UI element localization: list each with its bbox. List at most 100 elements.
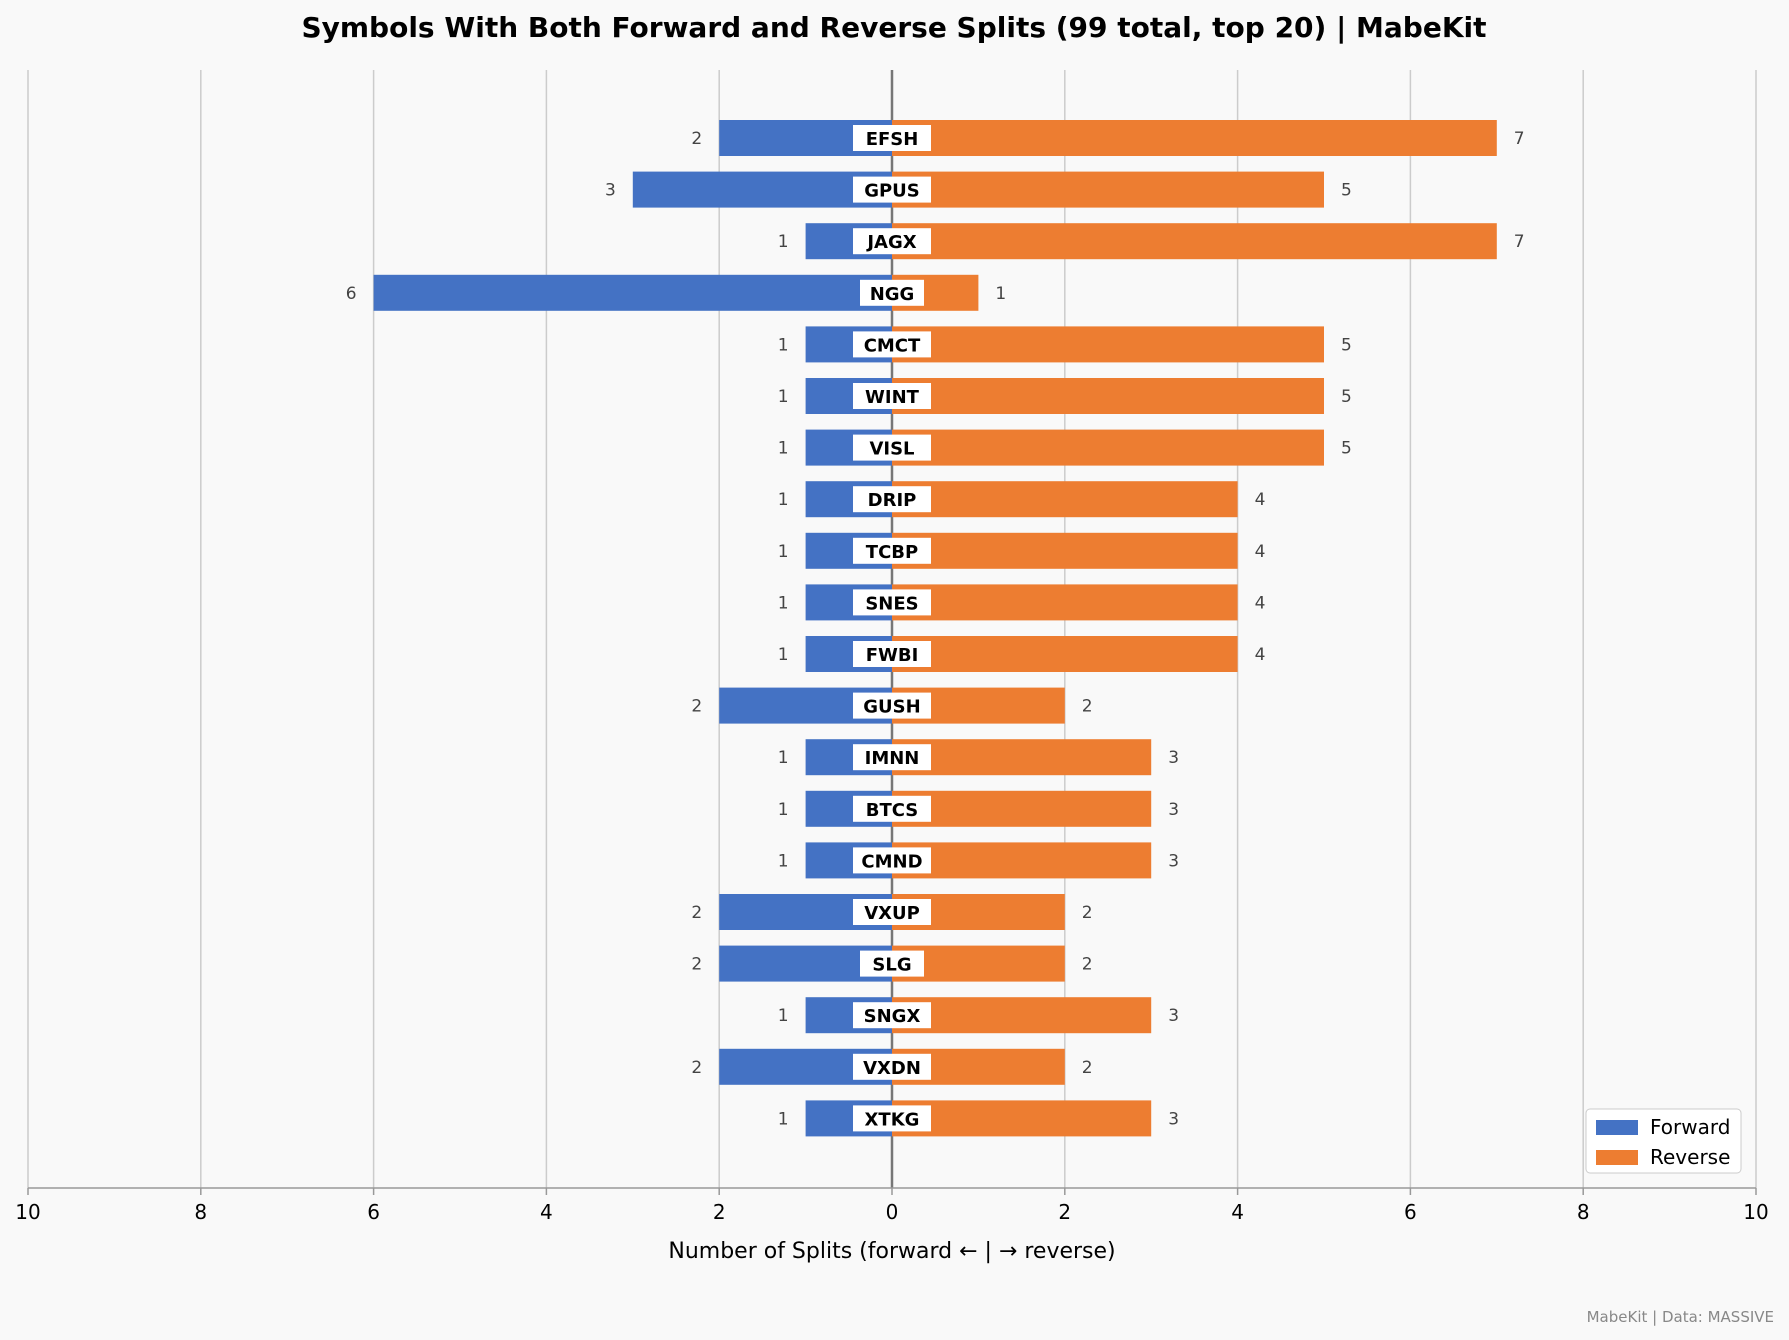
symbol-label-box — [860, 950, 924, 977]
value-label-forward: 1 — [778, 800, 789, 820]
symbol-label: JAGX — [865, 232, 916, 253]
value-label-reverse: 4 — [1255, 542, 1266, 562]
x-tick-label: 8 — [194, 1200, 207, 1224]
value-label-reverse: 4 — [1255, 593, 1266, 613]
x-tick-label: 2 — [713, 1200, 726, 1224]
symbol-label: IMNN — [865, 748, 920, 769]
legend-label-reverse: Reverse — [1650, 1145, 1730, 1169]
symbol-label-box — [853, 1105, 931, 1132]
bar-reverse-snes — [892, 584, 1238, 621]
footer: MabeKit | Data: MASSIVE — [1587, 1308, 1774, 1326]
x-tick-label: 0 — [886, 1200, 899, 1224]
symbol-label: GUSH — [863, 697, 920, 718]
value-label-forward: 2 — [691, 1058, 702, 1078]
value-label-reverse: 3 — [1168, 851, 1179, 871]
symbol-label-box — [853, 486, 931, 513]
x-tick-label: 6 — [1404, 1200, 1417, 1224]
x-tick-label: 6 — [367, 1200, 380, 1224]
symbol-label-box — [853, 641, 931, 667]
symbol-label: VXUP — [864, 903, 920, 924]
value-label-reverse: 4 — [1255, 645, 1266, 665]
bar-reverse-sngx — [892, 997, 1152, 1034]
symbol-label: WINT — [865, 387, 920, 408]
value-label-reverse: 3 — [1168, 1006, 1179, 1026]
value-label-forward: 2 — [691, 129, 702, 149]
bar-reverse-gpus — [892, 171, 1324, 208]
value-label-forward: 1 — [778, 542, 789, 562]
value-label-reverse: 2 — [1082, 1058, 1093, 1078]
legend-swatch-reverse — [1596, 1150, 1638, 1165]
symbol-label: CMCT — [864, 335, 921, 356]
symbol-label-box — [853, 383, 931, 409]
value-label-forward: 1 — [778, 1109, 789, 1129]
legend-swatch-forward — [1596, 1120, 1638, 1135]
value-label-reverse: 7 — [1514, 129, 1525, 149]
symbol-label-box — [853, 1053, 931, 1080]
bar-reverse-jagx — [892, 223, 1497, 260]
value-label-reverse: 5 — [1341, 181, 1352, 201]
chart-title: Symbols With Both Forward and Reverse Sp… — [301, 11, 1486, 44]
symbol-label-box — [853, 847, 931, 874]
symbol-label-box — [853, 125, 931, 151]
symbol-label-box — [853, 899, 931, 925]
bar-reverse-tcbp — [892, 532, 1238, 569]
symbol-label: SNES — [865, 593, 918, 614]
symbol-label-box — [860, 279, 924, 306]
symbol-label-box — [853, 331, 931, 358]
symbol-label-box — [853, 537, 931, 564]
symbol-label: EFSH — [866, 129, 919, 150]
bar-forward-ngg — [373, 274, 893, 311]
legend-label-forward: Forward — [1650, 1115, 1730, 1139]
bar-reverse-xtkg — [892, 1100, 1152, 1137]
bars: 2 7 EFSH 3 5 GPUS 1 7 JAGX 6 1 NGG 1 5 CMCT 1 5 WINT 1 5 VIS… — [346, 120, 1525, 1137]
symbol-label-box — [853, 228, 931, 255]
value-label-forward: 6 — [346, 284, 357, 304]
value-label-forward: 1 — [778, 387, 789, 407]
value-label-reverse: 3 — [1168, 748, 1179, 768]
symbol-label: SLG — [872, 955, 911, 976]
x-tick-label: 4 — [540, 1200, 553, 1224]
bar-reverse-imnn — [892, 739, 1152, 776]
value-label-reverse: 5 — [1341, 439, 1352, 459]
bar-reverse-btcs — [892, 790, 1152, 827]
value-label-forward: 1 — [778, 645, 789, 665]
value-label-forward: 1 — [778, 593, 789, 613]
symbol-label: NGG — [870, 284, 915, 305]
bar-forward-gpus — [632, 171, 892, 208]
value-label-reverse: 1 — [995, 284, 1006, 304]
symbol-label-box — [853, 589, 931, 616]
bar-reverse-efsh — [892, 120, 1497, 156]
value-label-reverse: 5 — [1341, 335, 1352, 355]
value-label-forward: 1 — [778, 439, 789, 459]
symbol-label: TCBP — [866, 542, 918, 563]
value-label-reverse: 5 — [1341, 387, 1352, 407]
value-label-reverse: 2 — [1082, 697, 1093, 717]
bar-reverse-drip — [892, 481, 1238, 518]
value-label-reverse: 7 — [1514, 232, 1525, 252]
bar-reverse-visl — [892, 429, 1324, 466]
symbol-label: GPUS — [864, 181, 920, 202]
value-label-forward: 1 — [778, 490, 789, 510]
symbol-label-box — [853, 795, 931, 822]
value-label-reverse: 3 — [1168, 800, 1179, 820]
x-axis-label: Number of Splits (forward ← | → reverse) — [668, 1239, 1115, 1264]
value-label-forward: 3 — [605, 181, 616, 201]
symbol-label-box — [853, 176, 931, 203]
symbol-label: XTKG — [865, 1109, 920, 1130]
symbol-label-box — [853, 692, 931, 719]
value-label-forward: 1 — [778, 232, 789, 252]
bar-reverse-wint — [892, 378, 1324, 414]
symbol-label-box — [853, 744, 931, 771]
value-label-reverse: 2 — [1082, 955, 1093, 975]
symbol-label-box — [853, 434, 931, 461]
symbol-label: VISL — [869, 439, 914, 460]
x-tick-label: 8 — [1577, 1200, 1590, 1224]
value-label-reverse: 2 — [1082, 903, 1093, 923]
value-label-forward: 2 — [691, 697, 702, 717]
x-axis: 10 8 6 4 2 0 2 4 6 8 10 — [15, 1187, 1769, 1224]
value-label-forward: 1 — [778, 335, 789, 355]
value-label-forward: 1 — [778, 851, 789, 871]
value-label-reverse: 3 — [1168, 1109, 1179, 1129]
legend: Forward Reverse — [1585, 1108, 1742, 1174]
